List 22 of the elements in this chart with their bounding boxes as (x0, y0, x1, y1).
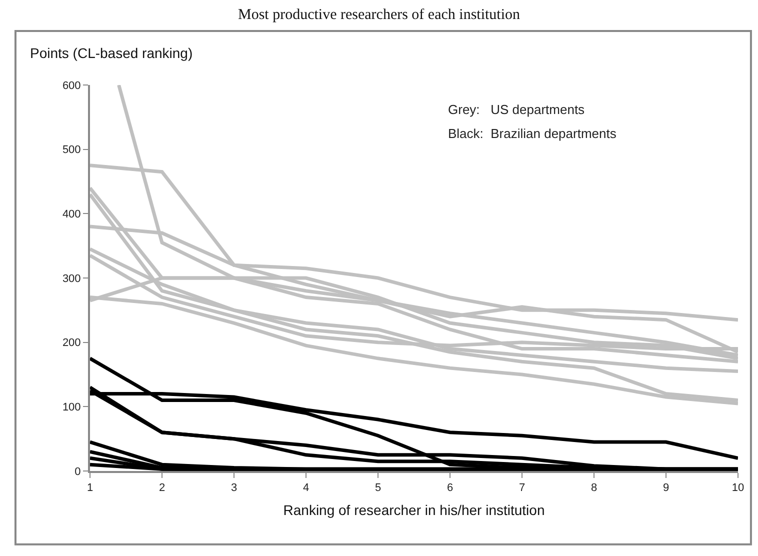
y-axis-title: Points (CL-based ranking) (30, 45, 193, 61)
y-tick-label: 300 (62, 272, 81, 285)
y-tick-label: 500 (62, 144, 81, 156)
y-tick-label: 600 (62, 80, 81, 92)
annotation: Black: Brazilian departments (448, 126, 617, 141)
y-tick-label: 400 (62, 208, 81, 221)
x-tick-label: 9 (662, 482, 670, 494)
y-tick-label: 200 (62, 337, 81, 350)
x-tick-label: 2 (158, 482, 166, 494)
x-axis-title: Ranking of researcher in his/her institution (283, 502, 545, 518)
x-tick-label: 4 (302, 482, 310, 494)
y-tick-label: 100 (62, 402, 81, 414)
x-tick-label: 8 (590, 482, 598, 494)
y-tick-label: 0 (74, 466, 81, 478)
x-tick-label: 5 (374, 482, 382, 494)
x-tick-label: 7 (518, 482, 526, 494)
x-tick-label: 10 (732, 482, 744, 494)
x-tick-label: 6 (446, 482, 454, 494)
annotation: Grey: US departments (448, 102, 586, 117)
x-tick-label: 3 (230, 482, 238, 494)
x-tick-label: 1 (86, 482, 94, 494)
chart-title: Most productive researchers of each institution (238, 6, 520, 23)
